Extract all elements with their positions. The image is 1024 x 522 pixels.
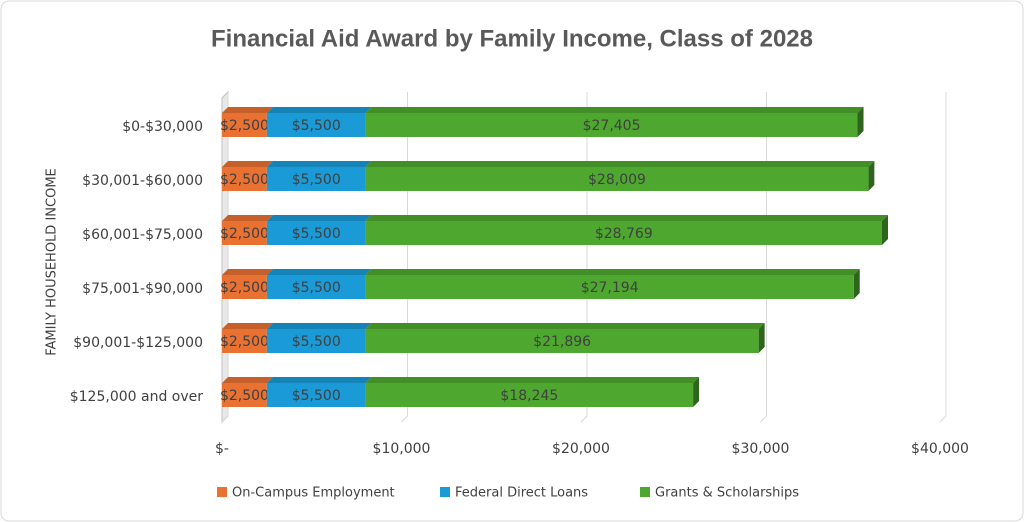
axis-wall [221,90,229,424]
bar-segment [266,383,366,407]
bar-top [365,107,864,113]
bar-segment [266,167,366,191]
bar-segment [222,221,267,245]
bar-top [266,161,372,167]
bar-top [222,215,273,221]
data-label: $2,500 [220,118,269,134]
data-label: $2,500 [220,280,269,296]
bar-top [365,215,889,221]
bar-segment [222,167,267,191]
legend-label: Federal Direct Loans [455,486,588,501]
bar-side [868,161,875,191]
bar-top [365,161,875,167]
bar-top [222,107,273,113]
data-label: $2,500 [220,172,269,188]
bar-side [882,215,889,245]
bar-top [365,377,700,383]
legend-swatch [440,487,450,497]
bar-segment [222,275,267,299]
bar-side [857,107,864,137]
data-label: $28,009 [588,172,646,188]
bar-side [758,323,765,353]
bar-side [853,269,860,299]
bar-top [266,107,372,113]
bar-segment [365,167,869,191]
bar-segment [266,275,366,299]
y-tick-label: $125,000 and over [70,389,204,405]
grid-line [939,92,947,423]
y-tick-label: $0-$30,000 [122,119,203,135]
grid-line [580,92,588,423]
data-label: $5,500 [292,334,341,350]
y-axis-label: FAMILY HOUSEHOLD INCOME [45,168,60,356]
x-tick-label: $10,000 [373,441,431,457]
x-tick-label: $20,000 [552,441,610,457]
data-label: $5,500 [292,172,341,188]
bar-segment [365,113,858,137]
legend-label: Grants & Scholarships [655,486,799,501]
bar-segment [222,383,267,407]
data-label: $27,405 [583,118,641,134]
data-label: $2,500 [220,334,269,350]
bar-top [222,377,273,383]
y-tick-label: $60,001-$75,000 [82,227,203,243]
bar-segment [365,275,854,299]
data-label: $5,500 [292,118,341,134]
grid-line [221,92,229,423]
data-label: $5,500 [292,280,341,296]
data-label: $2,500 [220,388,269,404]
bar-segment [365,383,694,407]
bar-segment [266,221,366,245]
bar-top [266,269,372,275]
data-label: $21,896 [533,334,591,350]
data-label: $28,769 [595,226,653,242]
legend-label: On-Campus Employment [232,486,395,501]
legend-swatch [640,487,650,497]
bar-top [266,323,372,329]
legend-swatch [217,487,227,497]
y-tick-label: $75,001-$90,000 [82,281,203,297]
data-label: $18,245 [500,388,558,404]
x-tick-label: $30,000 [732,441,790,457]
x-tick-label: $- [215,441,229,457]
data-label: $2,500 [220,226,269,242]
data-label: $5,500 [292,226,341,242]
bar-segment [365,329,759,353]
bar-top [365,269,860,275]
y-tick-label: $30,001-$60,000 [82,173,203,189]
bar-top [222,161,273,167]
bar-top [365,323,765,329]
data-label: $5,500 [292,388,341,404]
bar-segment [365,221,883,245]
bar-segment [222,113,267,137]
bar-segment [222,329,267,353]
bar-top [222,269,273,275]
y-tick-label: $90,001-$125,000 [73,335,203,351]
bar-segment [266,113,366,137]
bar-top [266,215,372,221]
bar-segment [266,329,366,353]
grid-line [760,92,767,423]
x-tick-label: $40,000 [911,441,969,457]
bar-top [266,377,372,383]
data-label: $27,194 [581,280,639,296]
bar-top [222,323,273,329]
grid-line [401,92,408,423]
chart-title: Financial Aid Award by Family Income, Cl… [211,25,813,52]
bar-side [693,377,700,407]
